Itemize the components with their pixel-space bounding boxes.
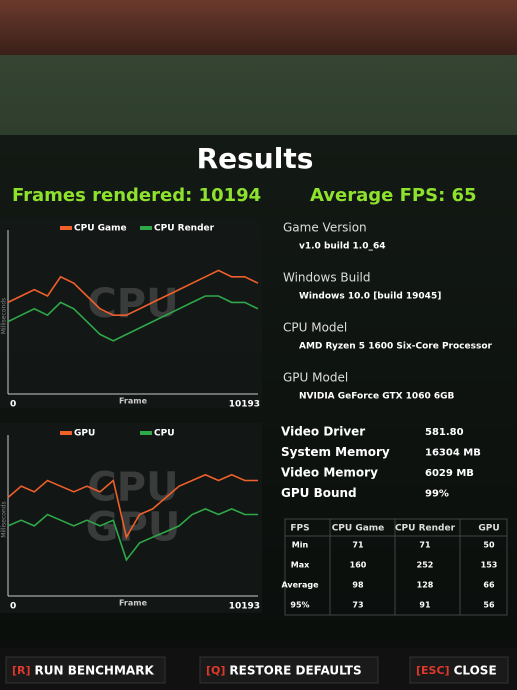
stat-value: 99% <box>425 489 449 500</box>
table-cell: Max <box>291 561 310 570</box>
average-fps: Average FPS: 65 <box>310 185 477 206</box>
info-label: Windows Build <box>283 271 371 285</box>
table-cell: 71 <box>352 541 364 550</box>
legend-swatch <box>60 226 72 230</box>
table-cell: 91 <box>419 601 431 610</box>
table-cell: 160 <box>350 561 367 570</box>
table-header: CPU Render <box>395 524 456 534</box>
button-key[interactable]: [ESC] <box>416 664 450 677</box>
line-series <box>7 295 259 342</box>
line-series <box>7 508 258 562</box>
info-label: CPU Model <box>283 321 347 335</box>
y-axis-label: Milliseconds <box>1 298 8 334</box>
button-label[interactable]: RUN BENCHMARK <box>35 664 155 678</box>
stat-label: GPU Bound <box>281 486 357 500</box>
button[interactable] <box>199 656 379 684</box>
info-value: Windows 10.0 [build 19045] <box>299 292 441 302</box>
watermark: CPU <box>87 281 178 327</box>
table-header: CPU Game <box>332 524 385 534</box>
info-value: v1.0 build 1.0_64 <box>299 242 386 252</box>
wall <box>0 0 517 55</box>
table-header: FPS <box>290 524 309 534</box>
stat-label: System Memory <box>281 445 390 459</box>
line-series <box>7 473 258 540</box>
legend-label: CPU Render <box>154 224 215 234</box>
stat-label: Video Memory <box>281 466 378 480</box>
table-frame <box>284 518 508 616</box>
x-axis-label: Frame <box>119 599 148 608</box>
x-tick-label: 0 <box>10 400 16 410</box>
button-label[interactable]: CLOSE <box>454 664 497 678</box>
stat-value: 16304 MB <box>425 448 481 459</box>
x-tick-label: 0 <box>10 602 16 612</box>
button-key[interactable]: [Q] <box>206 664 225 677</box>
table-cell: 98 <box>352 581 364 590</box>
table-header: GPU <box>478 524 499 534</box>
table-cell: 128 <box>417 581 434 590</box>
legend-label: CPU Game <box>74 224 127 234</box>
table-cell: 73 <box>352 601 363 610</box>
line-series <box>7 269 259 316</box>
title: Results <box>197 142 314 175</box>
stat-value: 6029 MB <box>425 468 474 479</box>
table-cell: Average <box>281 581 319 590</box>
frames-rendered: Frames rendered: 10194 <box>12 185 261 206</box>
button-label[interactable]: RESTORE DEFAULTS <box>229 664 361 678</box>
table-cell: 56 <box>483 601 495 610</box>
legend-swatch <box>60 431 72 435</box>
table-cell: 71 <box>419 541 431 550</box>
table-cell: 252 <box>417 561 434 570</box>
y-axis-label: Milliseconds <box>1 501 8 537</box>
table-cell: 66 <box>483 581 495 590</box>
table-cell: 50 <box>483 541 495 550</box>
stat-label: Video Driver <box>281 425 365 439</box>
table-cell: 153 <box>481 561 498 570</box>
watermark: GPU <box>86 505 181 551</box>
info-label: GPU Model <box>283 371 348 385</box>
button[interactable] <box>409 656 509 684</box>
info-value: AMD Ryzen 5 1600 Six-Core Processor <box>299 342 493 352</box>
x-tick-label: 10193 <box>229 602 260 612</box>
legend-swatch <box>140 431 152 435</box>
info-label: Game Version <box>283 221 367 235</box>
watermark: CPU <box>87 465 178 511</box>
legend-label: GPU <box>74 429 95 439</box>
table-cell: Min <box>292 541 309 550</box>
legend-swatch <box>140 226 152 230</box>
button[interactable] <box>5 656 166 684</box>
x-axis-label: Frame <box>119 397 148 406</box>
stat-value: 581.80 <box>425 427 464 438</box>
legend-label: CPU <box>154 429 175 439</box>
table-cell: 95% <box>290 601 309 610</box>
x-tick-label: 10193 <box>229 400 260 410</box>
info-value: NVIDIA GeForce GTX 1060 6GB <box>299 392 455 402</box>
button-key[interactable]: [R] <box>12 664 31 677</box>
